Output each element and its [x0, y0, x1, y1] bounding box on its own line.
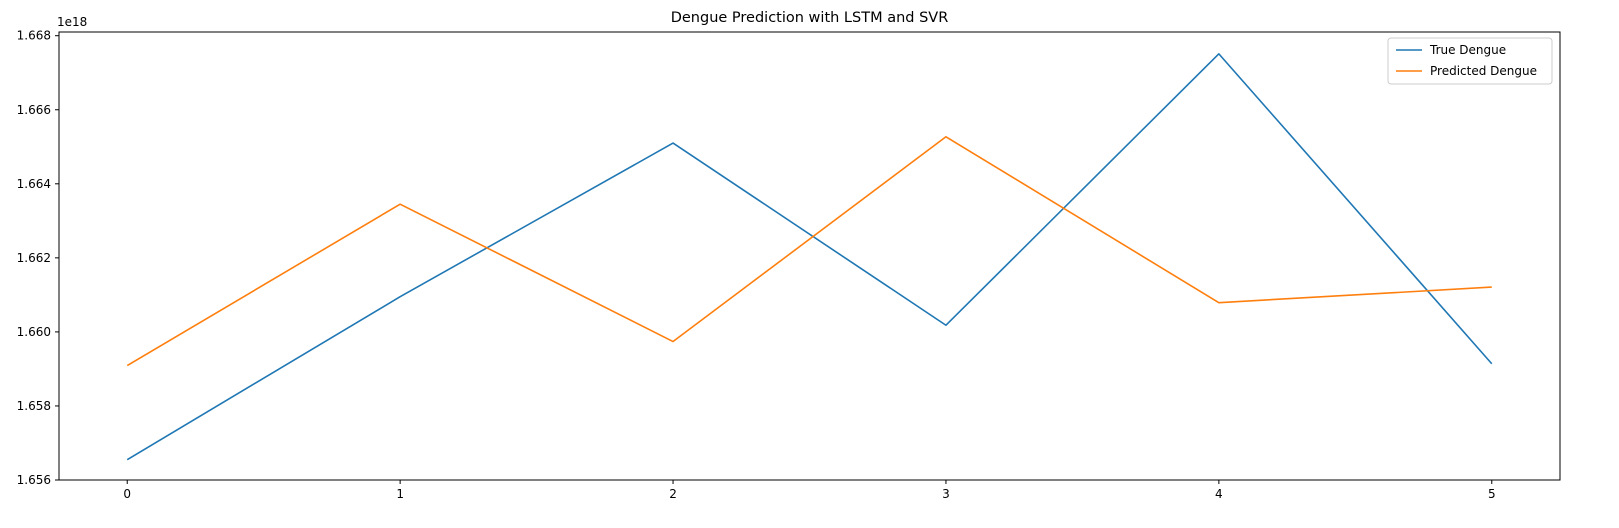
y-tick-label: 1.656	[17, 473, 51, 487]
series-lines	[126, 53, 1493, 461]
x-tick-label: 0	[123, 487, 131, 501]
y-tick-label: 1.668	[17, 29, 51, 43]
x-tick-label: 4	[1215, 487, 1223, 501]
y-tick-label: 1.666	[17, 103, 51, 117]
x-tick-label: 5	[1488, 487, 1496, 501]
x-tick-label: 1	[396, 487, 404, 501]
legend-box	[1387, 37, 1553, 85]
legend-label-true-dengue: True Dengue	[1429, 43, 1506, 57]
y-axis-offset-label: 1e18	[57, 15, 87, 29]
x-tick-label: 3	[942, 487, 950, 501]
x-tick-label: 2	[669, 487, 677, 501]
series-line-predicted-dengue	[126, 135, 1492, 367]
legend-label-predicted-dengue: Predicted Dengue	[1430, 64, 1537, 78]
plot-frame	[58, 31, 1561, 481]
legend: True Dengue Predicted Dengue	[1387, 37, 1553, 85]
chart-title: Dengue Prediction with LSTM and SVR	[671, 10, 949, 26]
y-tick-label: 1.664	[17, 177, 51, 191]
y-tick-label: 1.658	[17, 399, 51, 413]
series-line-true-dengue	[126, 53, 1493, 461]
axes: 0 1 2 3 4 5 1.656 1.658 1.660 1.662 1.664 1.666 1.66…	[17, 29, 1561, 501]
y-tick-label: 1.660	[17, 325, 51, 339]
y-tick-label: 1.662	[17, 251, 51, 265]
